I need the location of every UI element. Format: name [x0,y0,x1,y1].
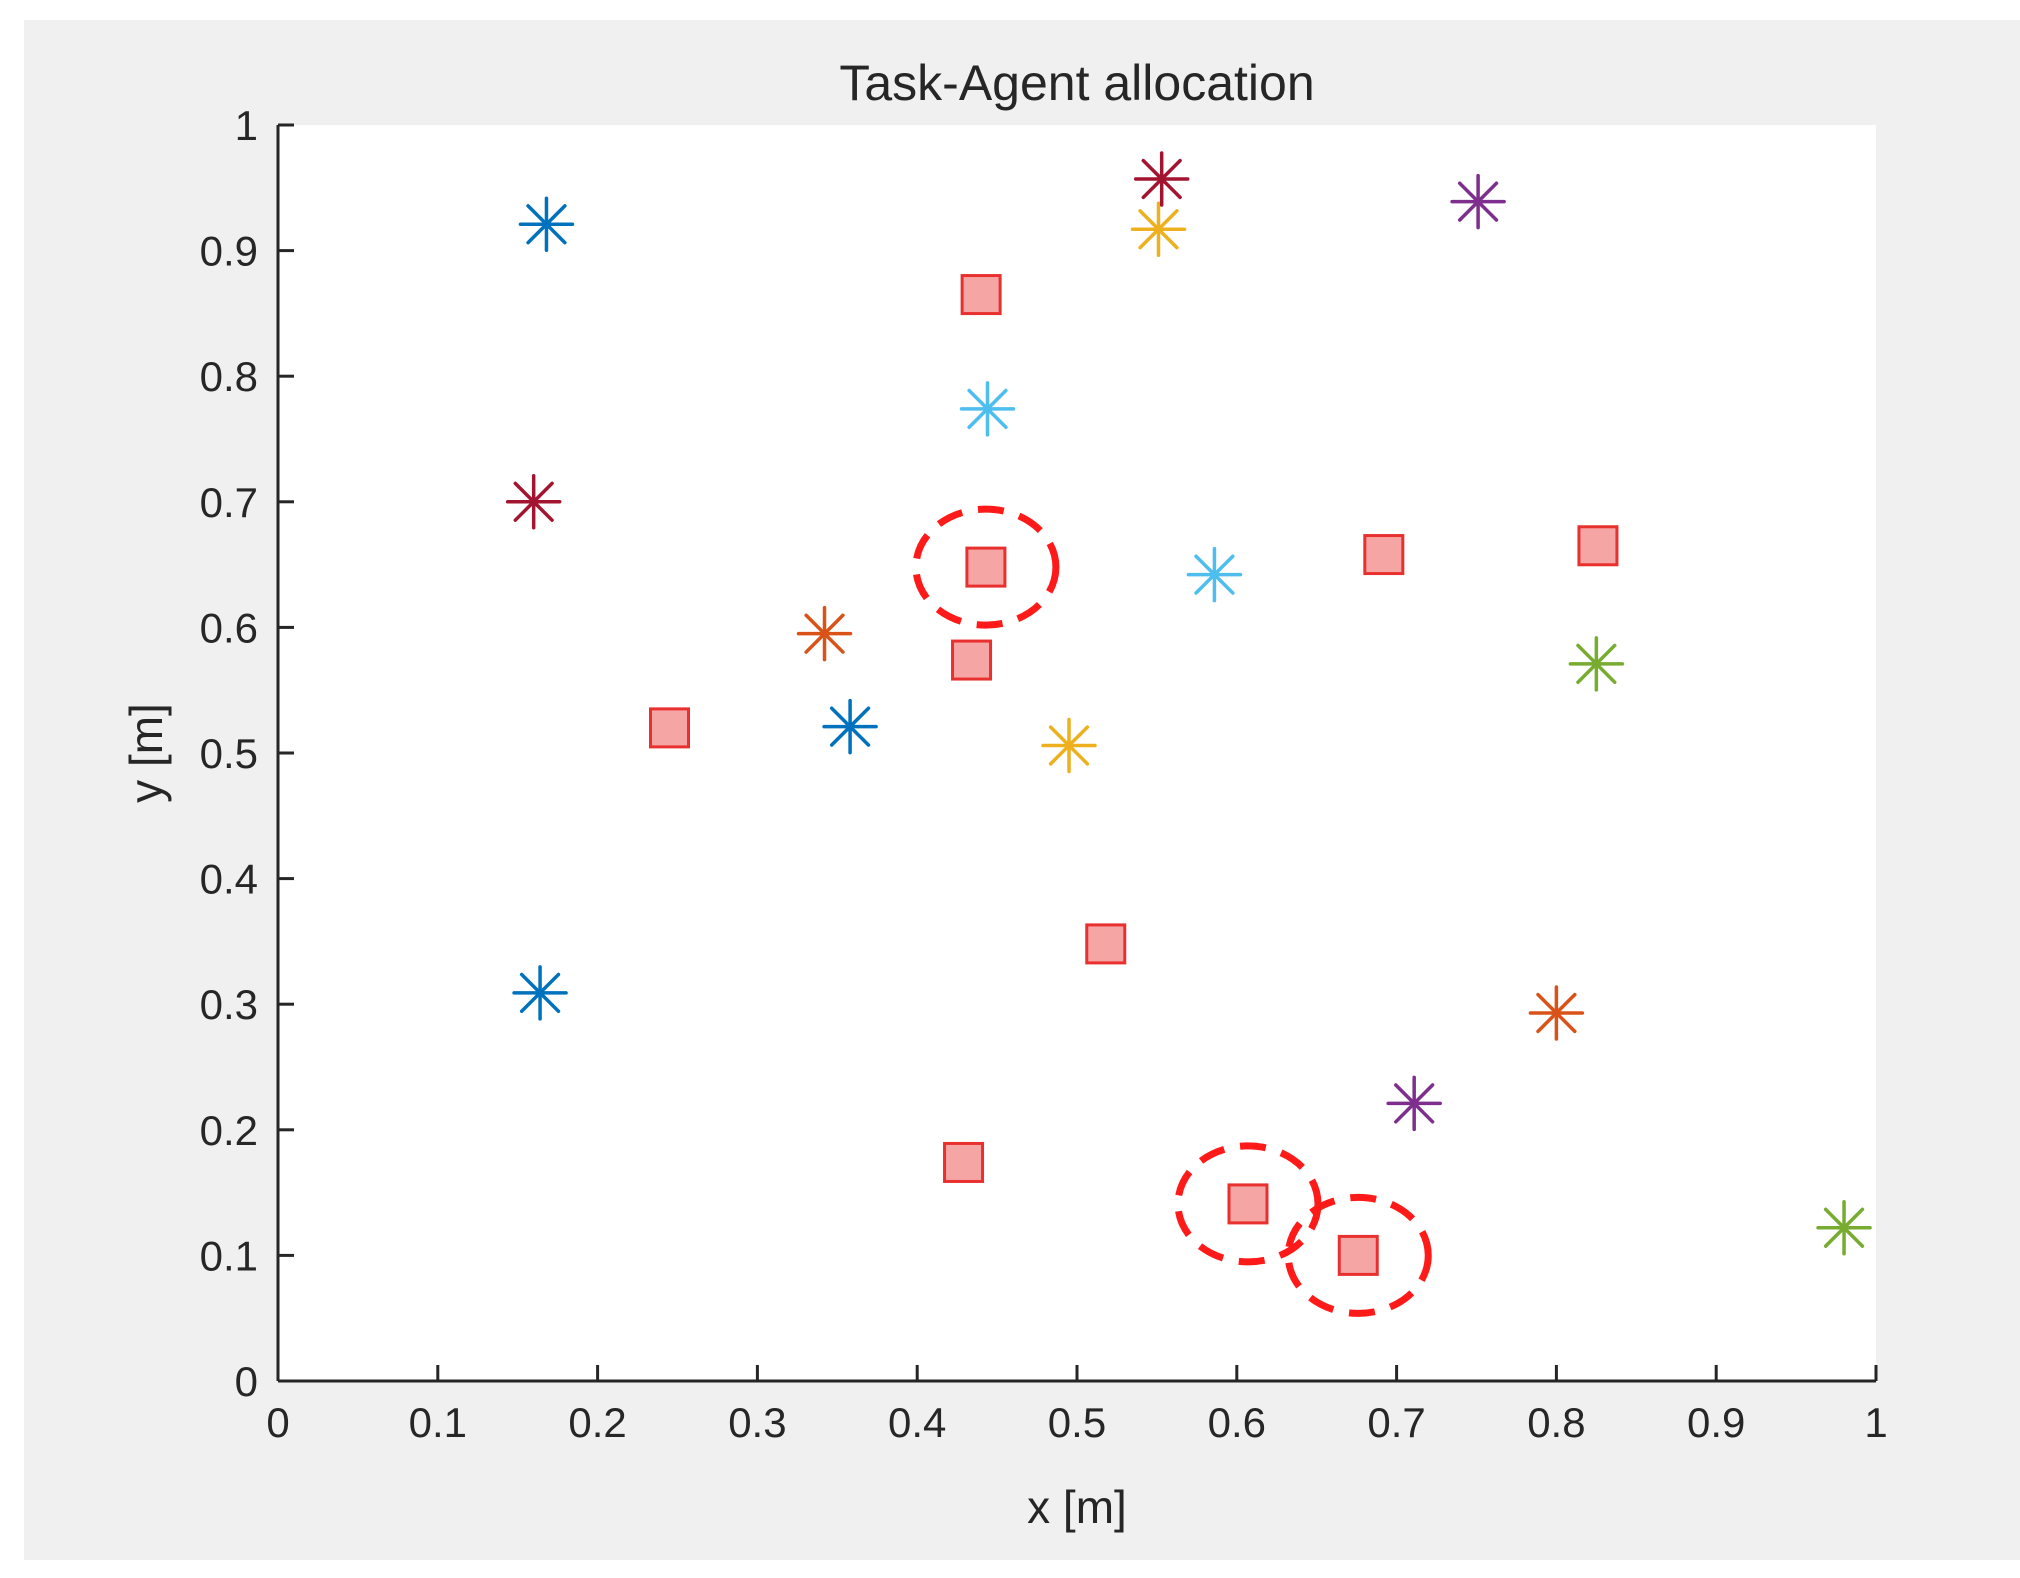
y-tick-label: 0.1 [200,1232,258,1279]
agent-marker [1386,1075,1442,1132]
x-tick-label: 0 [266,1399,289,1446]
highlight-circle [912,505,1060,629]
y-tick-label: 0.7 [200,479,258,526]
task-square [1337,1234,1379,1276]
task-square [649,707,691,749]
y-tick-label: 0.5 [200,730,258,777]
agent-marker [1568,636,1625,692]
agent-stroke [1394,1083,1435,1124]
agent-stroke [1457,181,1499,222]
agent-marker [1041,717,1097,774]
y-tick-label: 1 [235,102,258,149]
x-axis-label: x [m] [1027,1481,1127,1533]
agent-marker [1450,173,1506,230]
agent-marker [505,474,562,530]
y-tick-label: 0.6 [200,604,258,651]
y-axis-label: y [m] [120,703,172,803]
agent-stroke [1536,992,1577,1034]
task-markers [649,274,1619,1276]
agent-stroke [967,388,1008,429]
agent-marker [822,698,878,755]
y-tick-label: 0.4 [200,856,258,903]
x-tick-label: 0.5 [1048,1399,1106,1446]
task-square [1363,534,1405,576]
agent-stroke [804,613,845,654]
y-tick-label: 0.8 [200,353,258,400]
x-tick-label: 0.9 [1687,1399,1745,1446]
chart-title: Task-Agent allocation [839,55,1314,111]
agent-marker [1186,546,1243,603]
agent-marker [1133,151,1190,207]
agent-stroke [513,481,554,522]
figure-window: Task-Agent allocation x [m] y [m] 0 0.1 0.… [24,20,2020,1560]
agent-marker [1816,1200,1872,1256]
task-square [1085,923,1127,965]
x-tick-label: 0.6 [1208,1399,1266,1446]
agent-stroke [1194,554,1235,595]
agent-marker [1130,201,1187,257]
task-square [1577,525,1619,567]
y-tick-label: 0.3 [200,981,258,1028]
x-axis-ticks: 0 0.1 0.2 0.3 0.4 0.5 0.6 0.7 0.8 0.9 1 [266,1365,1888,1446]
agent-marker [518,196,575,252]
highlight-circle [1284,1193,1432,1317]
y-tick-label: 0.9 [200,228,258,275]
x-tick-label: 0.4 [888,1399,946,1446]
task-square [1227,1183,1269,1225]
agent-marker [959,381,1016,437]
highlight-circles [912,505,1432,1317]
x-tick-label: 0.3 [728,1399,786,1446]
x-tick-label: 0.2 [568,1399,626,1446]
task-square [960,274,1002,316]
task-square [943,1141,985,1183]
task-square [965,546,1007,588]
highlight-circle [1174,1142,1322,1266]
task-square [951,639,993,681]
agent-marker [796,605,853,662]
agent-stroke [1048,725,1090,766]
agent-stroke [1823,1207,1865,1248]
scatter-chart: Task-Agent allocation x [m] y [m] 0 0.1 0.… [120,55,1888,1533]
x-tick-label: 0.8 [1527,1399,1585,1446]
agent-stroke [519,972,561,1014]
agent-stroke [1576,643,1617,684]
agent-stroke [526,204,567,245]
agent-stroke [1141,158,1182,200]
x-tick-label: 1 [1864,1399,1887,1446]
x-tick-label: 0.7 [1367,1399,1425,1446]
agent-marker [1528,985,1585,1041]
y-tick-label: 0.2 [200,1107,258,1154]
agent-marker [512,965,568,1021]
y-axis-ticks: 0 0.1 0.2 0.3 0.4 0.5 0.6 0.7 0.8 0.9 1 [200,102,294,1405]
agent-markers [505,151,1872,1256]
agent-stroke [1138,209,1179,250]
agent-stroke [829,706,871,747]
y-tick-label: 0 [235,1358,258,1405]
x-tick-label: 0.1 [409,1399,467,1446]
